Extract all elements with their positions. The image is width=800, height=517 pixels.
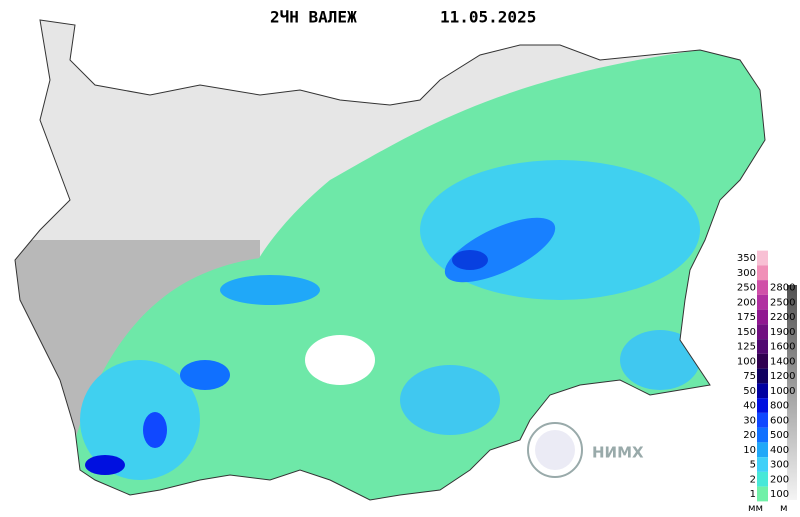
legend-label: 150 xyxy=(737,327,756,338)
elevation-label: 600 xyxy=(770,415,789,426)
legend-unit: м xyxy=(780,503,788,514)
legend-label: 125 xyxy=(737,342,756,353)
legend-swatch xyxy=(757,250,768,266)
legend-swatch xyxy=(757,442,768,458)
legend-unit: мм xyxy=(748,503,763,514)
legend-swatch xyxy=(757,486,768,502)
elevation-bar xyxy=(787,285,797,500)
legend-label: 350 xyxy=(737,253,756,264)
legend-label: 10 xyxy=(743,445,756,456)
logo: НИМХ xyxy=(527,422,644,478)
legend-label: 75 xyxy=(743,371,756,382)
legend-swatch xyxy=(757,353,768,369)
legend-swatch xyxy=(757,398,768,413)
elevation-label: 2200 xyxy=(770,312,795,323)
legend-swatch xyxy=(757,427,768,443)
legend-label: 50 xyxy=(743,386,756,397)
elevation-label: 1900 xyxy=(770,327,795,338)
legend-label: 100 xyxy=(737,356,756,367)
logo-text: НИМХ xyxy=(592,444,644,462)
elevation-label: 500 xyxy=(770,430,789,441)
legend-label: 1 xyxy=(750,489,756,500)
elevation-label: 1400 xyxy=(770,356,795,367)
elevation-label: 400 xyxy=(770,445,789,456)
legend-label: 2 xyxy=(750,474,756,485)
legend-label: 175 xyxy=(737,312,756,323)
elevation-label: 100 xyxy=(770,489,789,500)
legend-label: 40 xyxy=(743,401,756,412)
elevation-label: 800 xyxy=(770,401,789,412)
legend-label: 20 xyxy=(743,430,756,441)
legend-label: 300 xyxy=(737,268,756,279)
legend-swatch xyxy=(757,383,768,399)
map-date: 11.05.2025 xyxy=(440,8,536,27)
elevation-label: 2800 xyxy=(770,283,795,294)
legend-swatch xyxy=(757,265,768,281)
border xyxy=(14,19,766,501)
legend-swatch xyxy=(757,309,768,325)
elevation-label: 2500 xyxy=(770,297,795,308)
legend-swatch xyxy=(757,412,768,428)
elevation-label: 200 xyxy=(770,474,789,485)
elevation-label: 1200 xyxy=(770,371,795,382)
legend-swatch xyxy=(757,457,768,472)
legend-label: 30 xyxy=(743,415,756,426)
legend-swatch xyxy=(757,368,768,384)
legend-swatch xyxy=(757,339,768,354)
legend-swatch xyxy=(757,324,768,340)
legend-swatch xyxy=(757,471,768,487)
legend-label: 5 xyxy=(750,460,756,471)
legend-label: 200 xyxy=(737,297,756,308)
elevation-label: 300 xyxy=(770,460,789,471)
legend-label: 250 xyxy=(737,283,756,294)
elevation-label: 1600 xyxy=(770,342,795,353)
legend-swatch xyxy=(757,294,768,310)
map-title: 2ЧН ВАЛЕЖ xyxy=(270,8,357,27)
elevation-label: 1000 xyxy=(770,386,795,397)
legend-swatch xyxy=(757,280,768,295)
